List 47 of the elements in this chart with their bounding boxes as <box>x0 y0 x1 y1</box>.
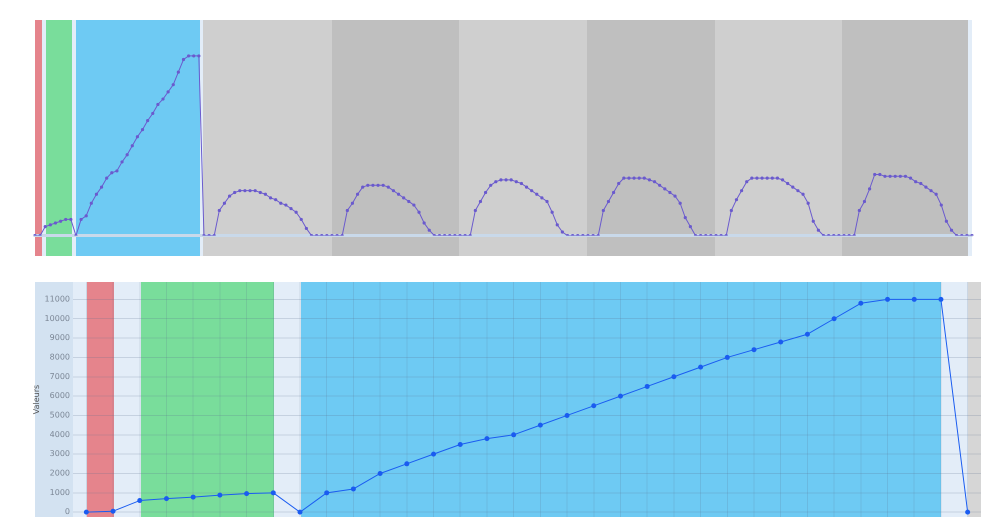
point <box>538 422 543 428</box>
point <box>858 300 864 306</box>
y-tick-label: 3000 <box>50 449 70 458</box>
point <box>724 354 730 360</box>
y-tick-label: 4000 <box>50 430 70 439</box>
point <box>938 296 944 302</box>
point <box>912 296 917 302</box>
point <box>270 490 276 496</box>
point <box>511 432 516 438</box>
y-tick-label: 10000 <box>44 314 70 323</box>
point <box>190 494 196 500</box>
point <box>217 492 222 498</box>
point <box>84 510 89 515</box>
point <box>298 510 302 515</box>
point <box>832 316 837 322</box>
point <box>698 364 704 370</box>
point <box>431 452 436 457</box>
y-tick-label: 8000 <box>50 352 70 362</box>
point <box>404 461 410 466</box>
point <box>804 332 810 337</box>
point <box>244 491 250 496</box>
point <box>965 510 970 515</box>
point <box>110 508 116 514</box>
point <box>778 339 784 344</box>
y-tick-label: 6000 <box>50 391 70 400</box>
y-tick-label: 1000 <box>50 488 70 497</box>
point <box>644 384 650 389</box>
point <box>484 436 490 442</box>
y-axis-title: Valeurs <box>32 384 41 414</box>
point <box>164 496 169 502</box>
point <box>350 486 356 492</box>
point <box>137 498 142 504</box>
y-tick-label: 11000 <box>44 294 70 304</box>
point <box>671 374 676 380</box>
point <box>752 347 756 352</box>
point <box>378 470 383 476</box>
point <box>324 490 330 496</box>
y-tick-label: 9000 <box>50 333 70 342</box>
y-tick-label: 0 <box>64 507 70 516</box>
y-tick-label: 7000 <box>50 372 70 381</box>
y-tick-label: 5000 <box>50 410 70 420</box>
point <box>564 412 570 418</box>
y-tick-label: 2000 <box>50 468 70 478</box>
point <box>458 442 463 447</box>
point <box>618 394 623 399</box>
point <box>885 296 890 302</box>
point <box>591 403 596 408</box>
